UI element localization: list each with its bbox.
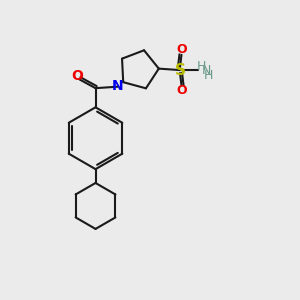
Text: O: O xyxy=(71,69,83,83)
Text: H: H xyxy=(204,69,214,82)
Text: S: S xyxy=(175,63,185,78)
Text: H: H xyxy=(196,60,206,73)
Text: O: O xyxy=(177,84,188,97)
Text: N: N xyxy=(112,79,123,93)
Text: N: N xyxy=(202,64,212,77)
Text: O: O xyxy=(177,43,188,56)
